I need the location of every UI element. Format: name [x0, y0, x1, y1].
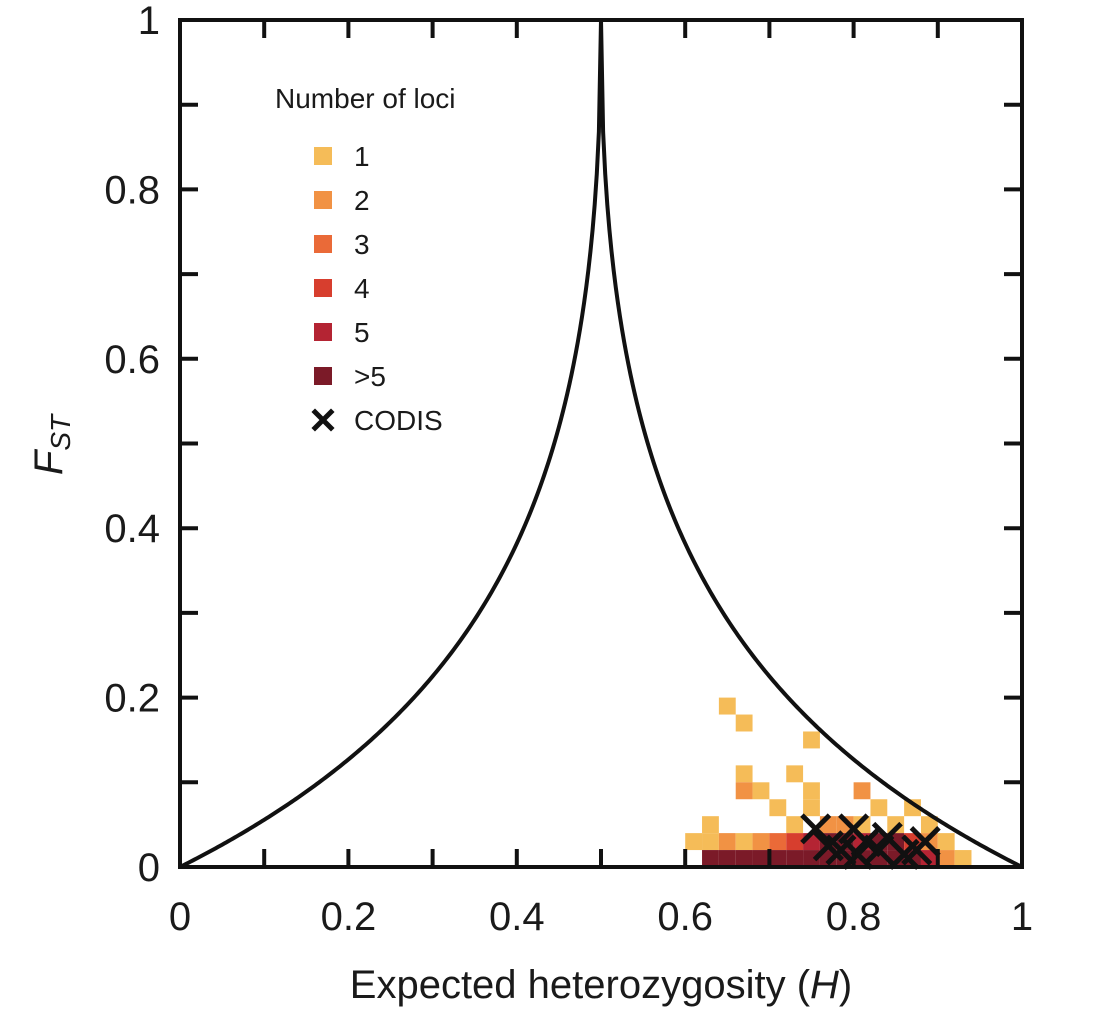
x-tick-label: 0 — [169, 895, 191, 939]
heatmap-bin — [803, 850, 820, 867]
heatmap-bin — [853, 816, 871, 834]
codis-marker — [800, 813, 832, 845]
legend-items: 1 2 3 4 5 >5 CODIS — [311, 141, 443, 436]
legend-swatch — [314, 323, 332, 341]
x-tick-label: 1 — [1011, 895, 1033, 939]
y-tick-label: 0.6 — [104, 338, 160, 382]
heatmap-bin — [735, 714, 753, 732]
heatmap-bin — [870, 799, 888, 817]
heatmap-bin — [786, 833, 804, 851]
y-axis-label: FST — [27, 413, 76, 475]
codis-markers — [800, 813, 941, 870]
heatmap-bin — [735, 765, 753, 783]
legend-label: 4 — [354, 273, 370, 304]
heatmap-bin — [718, 850, 736, 867]
heatmap-bin — [735, 850, 753, 867]
heatmap-bin — [836, 816, 854, 834]
heatmap-bin — [718, 833, 736, 851]
heatmap-bins — [685, 697, 972, 867]
codis-marker — [863, 834, 895, 866]
heatmap-bin — [803, 799, 820, 817]
codis-x — [909, 826, 941, 858]
heatmap-bin — [819, 850, 837, 867]
y-tick-label: 0 — [138, 846, 160, 890]
codis-x — [863, 834, 895, 866]
heatmap-bin — [786, 850, 804, 867]
heatmap-bin — [702, 816, 719, 834]
heatmap-bin — [887, 816, 905, 834]
legend-label-codis: CODIS — [354, 405, 443, 436]
x-tick-label: 0.4 — [489, 895, 545, 939]
heatmap-bin — [769, 833, 787, 851]
plot-frame — [178, 18, 1024, 869]
heatmap-bin — [920, 816, 938, 834]
codis-x — [800, 813, 832, 845]
axis-tick-labels: 0 0.2 0.4 0.6 0.8 1 0 0.2 0.4 0.6 0.8 1 — [104, 0, 1033, 939]
legend-label: 1 — [354, 141, 370, 172]
heatmap-bin — [920, 850, 938, 867]
x-tick-label: 0.8 — [826, 895, 882, 939]
heatmap-bin — [752, 833, 770, 851]
heatmap-bin — [803, 782, 820, 800]
heatmap-bin — [752, 782, 770, 800]
legend-swatch — [314, 191, 332, 209]
heatmap-bin — [735, 782, 753, 800]
heatmap-bin — [937, 850, 955, 867]
x-axis-label: Expected heterozygosity (H) — [350, 963, 852, 1007]
heatmap-bin — [853, 782, 871, 800]
heatmap-bin — [752, 850, 770, 867]
legend-item: 5 — [314, 317, 370, 348]
legend-label: 3 — [354, 229, 370, 260]
heatmap-bin — [718, 697, 736, 715]
heatmap-bin — [786, 765, 804, 783]
legend-item: 3 — [314, 229, 370, 260]
heatmap-bin — [769, 850, 787, 867]
heatmap-bin — [702, 850, 719, 867]
legend-label: 2 — [354, 185, 370, 216]
y-tick-label: 0.2 — [104, 677, 160, 721]
heatmap-bin — [937, 833, 955, 851]
legend-swatch — [314, 367, 332, 385]
legend-label: 5 — [354, 317, 370, 348]
legend-item: 1 — [314, 141, 370, 172]
heatmap-bin — [954, 850, 972, 867]
heatmap-bin — [904, 850, 921, 867]
heatmap-bin — [920, 833, 938, 851]
heatmap-bin — [904, 799, 921, 817]
max-fst-curve — [179, 18, 1023, 869]
legend-swatch — [314, 235, 332, 253]
heatmap-bin — [685, 833, 703, 851]
legend-item: >5 — [314, 361, 386, 392]
heatmap-bin — [904, 833, 921, 851]
heatmap-bin — [786, 816, 804, 834]
x-tick-label: 0.2 — [321, 895, 377, 939]
legend-swatch — [314, 147, 332, 165]
axis-ticks — [180, 20, 1022, 867]
y-tick-label: 1 — [138, 0, 160, 43]
heatmap-bin — [803, 731, 820, 749]
y-tick-label: 0.4 — [104, 507, 160, 551]
y-tick-label: 0.8 — [104, 168, 160, 212]
legend-item: 2 — [314, 185, 370, 216]
heatmap-bin — [702, 833, 719, 851]
heatmap-bin — [769, 799, 787, 817]
legend-swatch — [314, 279, 332, 297]
legend: Number of loci 1 2 3 4 5 >5 CODIS — [275, 83, 456, 436]
codis-marker — [909, 826, 941, 858]
x-tick-label: 0.6 — [657, 895, 713, 939]
legend-label: >5 — [354, 361, 386, 392]
legend-item: 4 — [314, 273, 370, 304]
legend-item-codis: CODIS — [311, 405, 443, 436]
legend-title: Number of loci — [275, 83, 456, 114]
heatmap-bin — [735, 833, 753, 851]
codis-legend-icon — [311, 408, 335, 432]
